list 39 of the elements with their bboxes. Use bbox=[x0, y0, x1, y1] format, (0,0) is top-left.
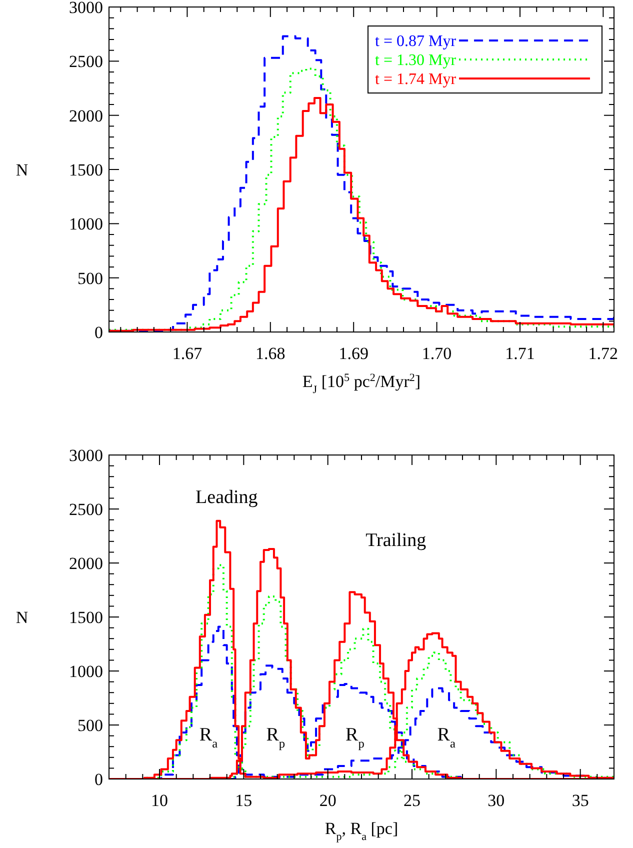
y-tick-label: 500 bbox=[78, 268, 103, 288]
x-tick-label: 15 bbox=[235, 791, 252, 810]
y-tick-label: 1500 bbox=[69, 608, 103, 627]
y-axis-title: N bbox=[16, 160, 28, 180]
x-tick-label: 1.67 bbox=[172, 344, 203, 363]
annotation: R$_{p}$ bbox=[266, 724, 286, 750]
x-tick-label: 25 bbox=[404, 791, 420, 810]
y-axis-title: N bbox=[16, 608, 28, 627]
y-tick-label: 1500 bbox=[69, 160, 103, 180]
x-tick-label: 1.72 bbox=[588, 344, 618, 363]
annotation: R$_{p}$ bbox=[346, 724, 364, 750]
y-tick-label: 3000 bbox=[69, 0, 103, 17]
y-tick-label: 3000 bbox=[69, 446, 103, 465]
annotation: Leading bbox=[196, 486, 258, 508]
y-tick-label: 2000 bbox=[69, 106, 103, 126]
annotation: Trailing bbox=[366, 530, 427, 551]
y-tick-label: 0 bbox=[94, 322, 103, 342]
y-tick-label: 2000 bbox=[69, 554, 103, 573]
y-tick-label: 2500 bbox=[69, 52, 103, 72]
x-tick-label: 1.71 bbox=[505, 344, 535, 363]
y-tick-label: 2500 bbox=[69, 500, 103, 519]
text: E$_{J}$ [10$^{5}$ pc$^{2}$/Myr$^{2}$] bbox=[302, 372, 421, 396]
y-tick-label: 500 bbox=[78, 716, 103, 735]
x-tick-label: 20 bbox=[319, 791, 336, 810]
y-tick-label: 1000 bbox=[69, 662, 103, 681]
y-tick-label: 1000 bbox=[69, 214, 103, 234]
text: t = 1.74 Myr bbox=[375, 71, 457, 88]
x-tick-label: 30 bbox=[488, 791, 505, 810]
x-tick-label: 35 bbox=[572, 791, 589, 810]
y-tick-label: 0 bbox=[94, 770, 103, 789]
text: t = 1.30 Myr bbox=[375, 52, 457, 70]
x-axis-title: R$_{p}$, R$_{a}$ [pc] bbox=[324, 819, 398, 843]
x-tick-label: 1.70 bbox=[422, 344, 452, 363]
text: t = 0.87 Myr bbox=[375, 33, 457, 50]
annotation: R$_{a}$ bbox=[437, 724, 456, 750]
x-tick-label: 10 bbox=[151, 791, 168, 810]
x-tick-label: 1.68 bbox=[256, 344, 286, 363]
annotation: R$_{a}$ bbox=[199, 724, 218, 750]
x-tick-label: 1.69 bbox=[338, 344, 368, 363]
